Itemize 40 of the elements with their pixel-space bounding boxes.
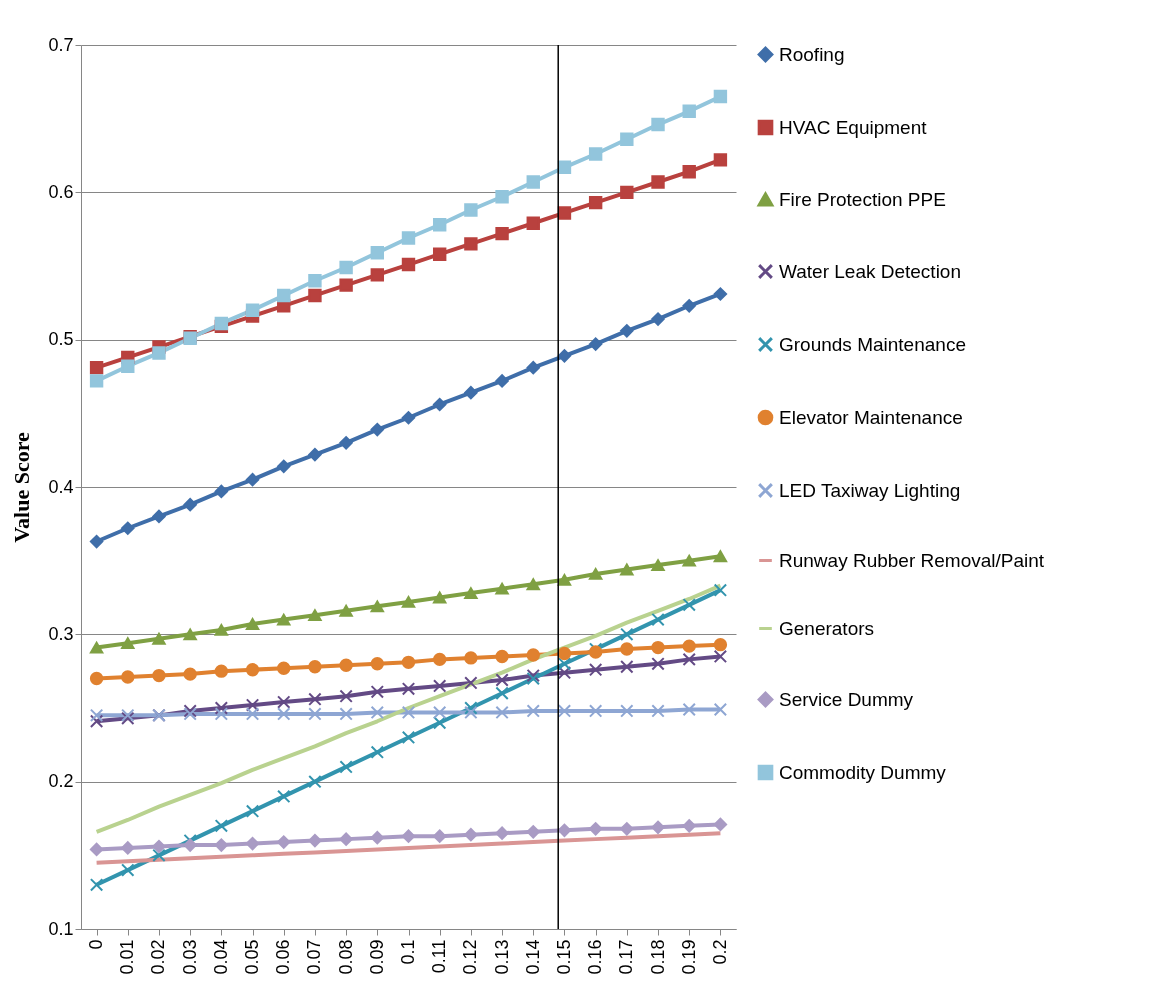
x-tick-label: 0.18 [647,939,668,975]
x-tick-label: 0.14 [522,939,543,975]
x-tick-label: 0.12 [460,939,481,975]
y-tick-label: 0.4 [48,476,74,497]
x-tick-label: 0.1 [398,939,418,965]
y-tick-label: 0.7 [48,34,74,55]
legend-label: Elevator Maintenance [779,406,963,428]
x-tick-label: 0.13 [491,939,512,975]
legend-label: Service Dummy [779,688,914,710]
x-tick-label: 0.2 [709,939,730,965]
x-tick-label: 0.04 [210,939,231,975]
legend-label: Fire Protection PPE [779,188,946,210]
y-axis-title: Value Score [9,431,35,543]
x-tick-label: 0.16 [585,939,606,975]
x-tick-label: 0.01 [117,939,138,975]
x-tick-label: 0.03 [179,939,200,975]
x-tick-label: 0.07 [304,939,325,975]
x-tick-label: 0.09 [366,939,387,975]
legend-label: LED Taxiway Lighting [779,479,961,501]
x-tick-label: 0 [86,939,107,950]
x-tick-label: 0.08 [335,939,356,975]
x-tick-label: 0.05 [242,939,263,975]
legend-label: Water Leak Detection [779,260,961,282]
x-tick-label: 0.02 [148,939,169,975]
legend-label: Grounds Maintenance [779,333,966,355]
y-tick-label: 0.3 [48,623,74,644]
legend-label: Roofing [779,43,845,65]
x-tick-label: 0.06 [273,939,294,975]
y-tick-label: 0.1 [48,918,74,939]
legend-label: Commodity Dummy [779,761,947,783]
legend-label: Generators [779,617,875,639]
y-tick-label: 0.2 [48,771,74,792]
x-tick-label: 0.17 [616,939,637,975]
x-tick-label: 0.15 [553,939,574,975]
x-tick-label: 0.19 [678,939,699,975]
y-tick-label: 0.5 [48,329,74,350]
y-tick-label: 0.6 [48,181,74,202]
x-tick-label: 0.11 [429,939,450,974]
legend-label: HVAC Equipment [779,116,928,138]
legend-label: Runway Rubber Removal/Paint [779,549,1045,571]
